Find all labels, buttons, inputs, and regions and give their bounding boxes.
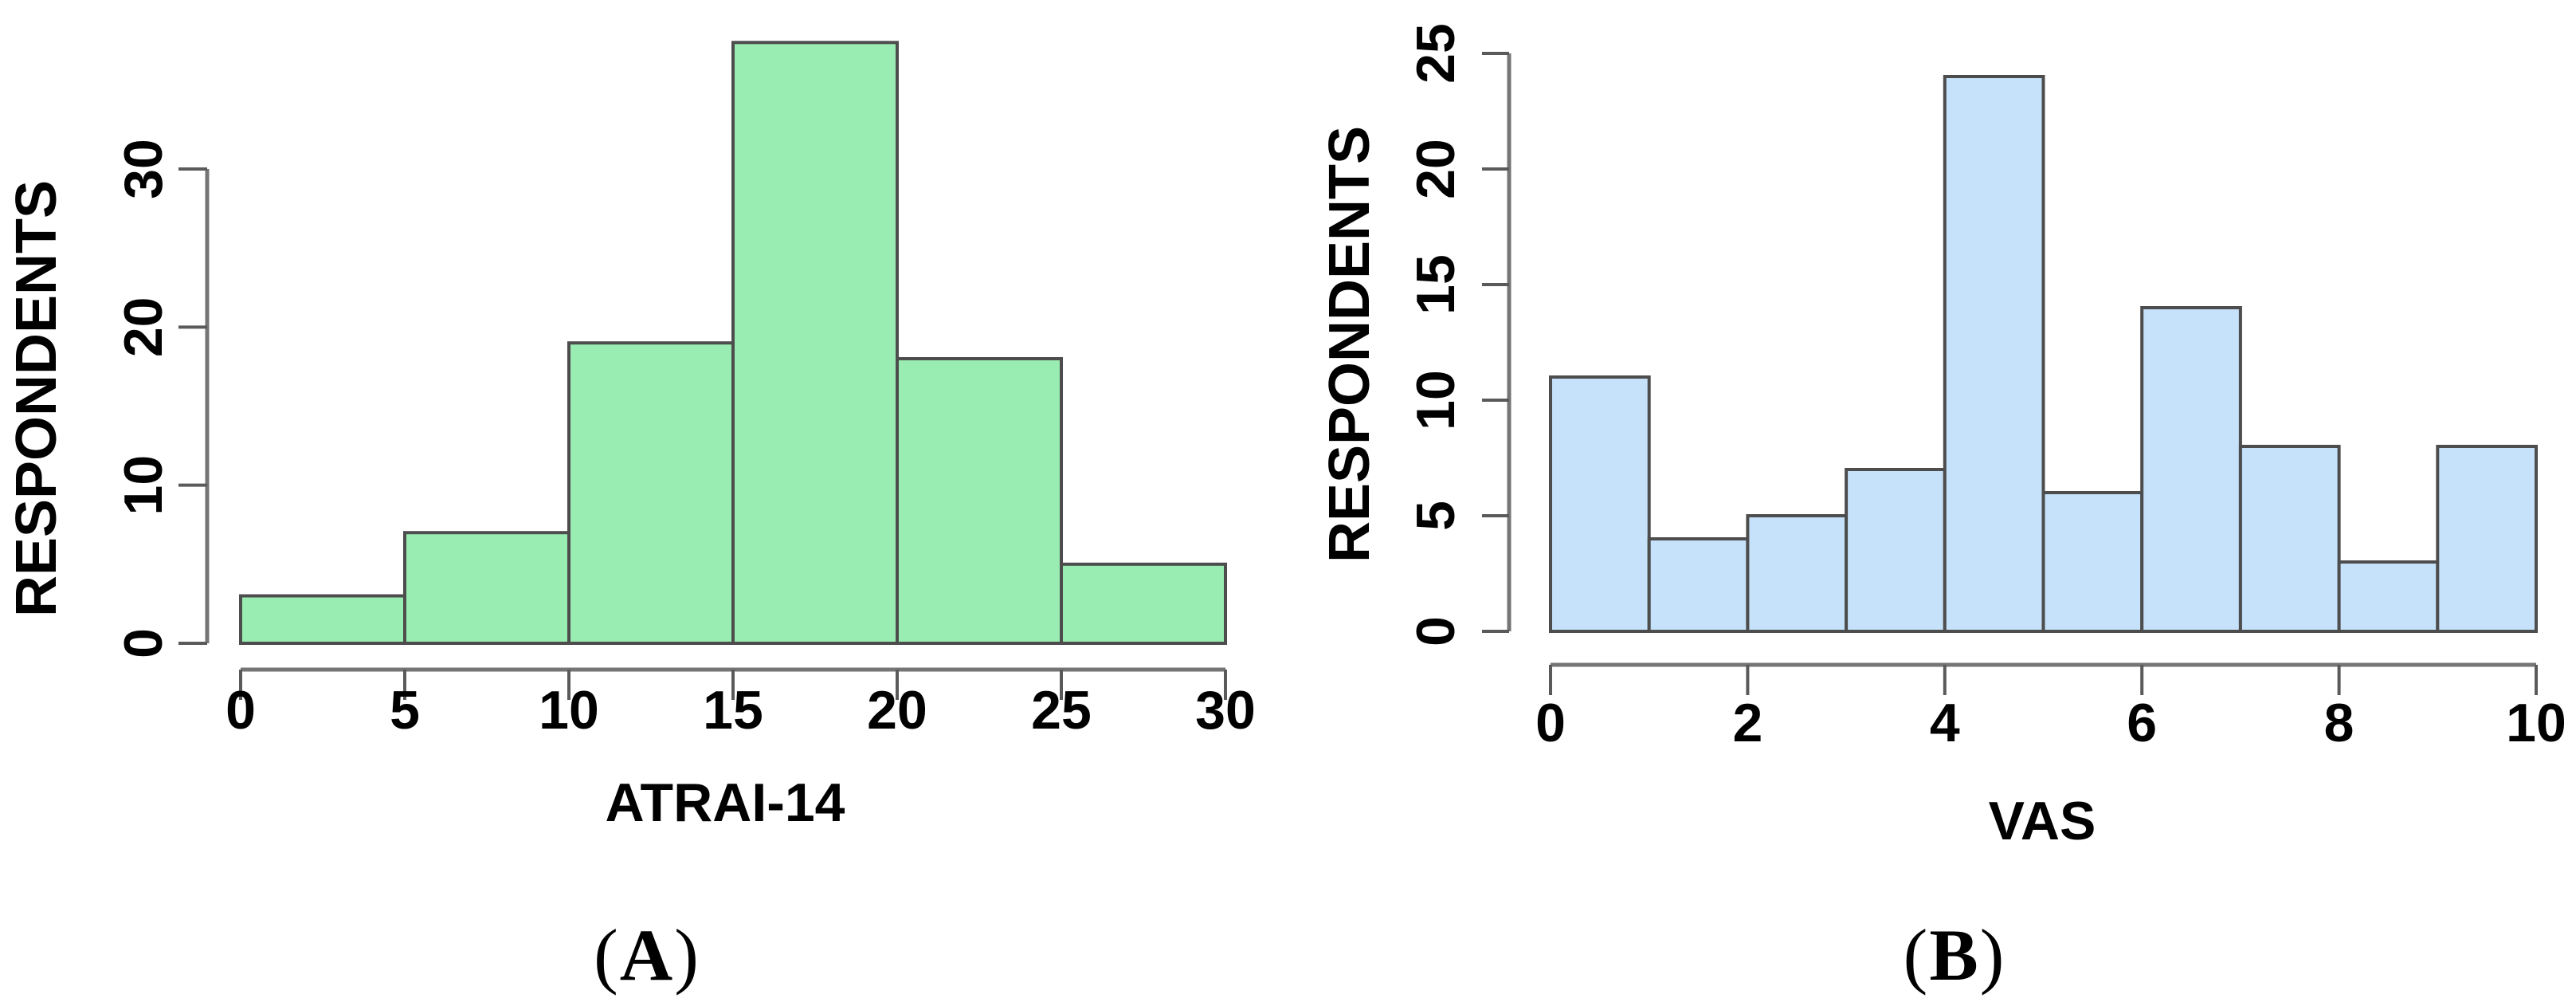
x-tick-label: 30 bbox=[1195, 680, 1256, 741]
histogram-bar bbox=[1746, 514, 1849, 633]
y-tick-label: 10 bbox=[113, 455, 174, 516]
histogram-bar bbox=[2238, 445, 2341, 633]
y-tick-label: 30 bbox=[113, 139, 174, 199]
histogram-bar bbox=[239, 594, 406, 645]
x-tick-label: 2 bbox=[1732, 693, 1762, 753]
y-tick-label: 0 bbox=[1406, 616, 1466, 646]
y-tick-label: 25 bbox=[1406, 23, 1466, 84]
histogram-bar bbox=[1943, 75, 2045, 633]
histogram-bar bbox=[896, 357, 1063, 645]
panel-label-b: (B) bbox=[1903, 914, 2006, 996]
x-tick-label: 6 bbox=[2127, 693, 2157, 753]
histogram-bar bbox=[567, 341, 735, 645]
x-axis-title: VAS bbox=[1989, 791, 2096, 851]
histogram-bar bbox=[1060, 562, 1227, 645]
x-tick-label: 25 bbox=[1031, 680, 1092, 741]
x-tick-label: 10 bbox=[2506, 693, 2566, 753]
x-tick-label: 0 bbox=[225, 680, 256, 741]
y-tick-label: 15 bbox=[1406, 254, 1466, 315]
histogram-bar bbox=[1549, 375, 1651, 633]
y-tick-label: 20 bbox=[113, 297, 174, 358]
histogram-panel-b: 0 5 10 15 20 25 0 2 4 6 8 10 RESPONDENTS VAS bbox=[1288, 0, 2576, 1002]
histogram-bar bbox=[731, 41, 899, 646]
y-tick-label: 20 bbox=[1406, 139, 1466, 199]
x-tick-label: 4 bbox=[1930, 693, 1960, 753]
histogram-bar bbox=[1845, 468, 1947, 633]
x-tick-label: 20 bbox=[867, 680, 927, 741]
y-tick-label: 5 bbox=[1406, 501, 1466, 531]
y-tick-label: 0 bbox=[113, 628, 174, 658]
y-tick-label: 10 bbox=[1406, 370, 1466, 430]
x-tick-label: 10 bbox=[539, 680, 599, 741]
panel-label-a: (A) bbox=[594, 914, 700, 996]
x-tick-label: 15 bbox=[703, 680, 763, 741]
histogram-panel-a: 0 10 20 30 0 5 10 15 20 25 30 RESPONDENTS ATRAI-14 bbox=[5, 41, 1256, 833]
histogram-bar bbox=[2337, 560, 2440, 633]
histogram-bar bbox=[403, 531, 570, 646]
histogram-bar bbox=[2140, 306, 2242, 633]
histogram-a-canvas: 0 10 20 30 0 5 10 15 20 25 30 RESPONDENTS ATRAI-14 bbox=[5, 41, 1256, 833]
y-axis-title: RESPONDENTS bbox=[1318, 126, 1382, 563]
y-axis-title: RESPONDENTS bbox=[5, 180, 69, 617]
histogram-b-canvas: 0 5 10 15 20 25 0 2 4 6 8 10 RESPONDENTS VAS bbox=[1318, 23, 2566, 851]
histogram-bar bbox=[1647, 537, 1750, 633]
x-axis-title: ATRAI-14 bbox=[606, 772, 845, 833]
histogram-bar bbox=[2041, 491, 2144, 633]
x-tick-label: 0 bbox=[1535, 693, 1566, 753]
x-tick-label: 8 bbox=[2324, 693, 2354, 753]
histogram-bar bbox=[2436, 445, 2539, 633]
x-tick-label: 5 bbox=[390, 680, 420, 741]
